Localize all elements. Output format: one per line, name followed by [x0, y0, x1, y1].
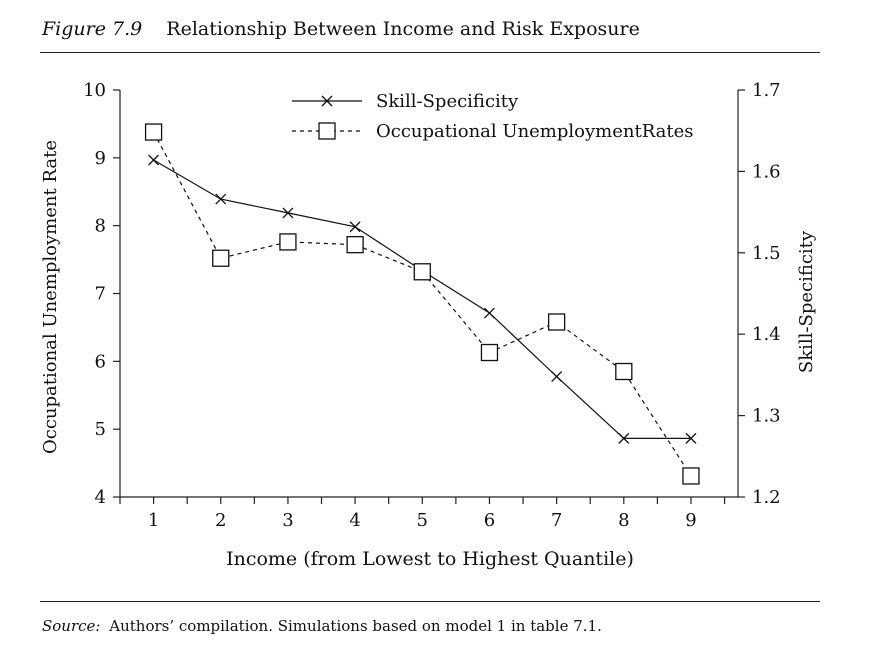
skill-specificity-point [215, 193, 227, 205]
y-right-tick-label: 1.3 [752, 406, 781, 427]
x-marker-stroke [685, 432, 697, 444]
x-marker-stroke [282, 207, 294, 219]
skill-specificity-line [153, 159, 691, 439]
bottom-rule [40, 601, 820, 602]
legend: Skill-Specificity Occupational Unemployme… [292, 91, 694, 142]
top-rule [40, 52, 820, 53]
unemployment-rate-point [682, 467, 700, 485]
y-right-tick-label: 1.7 [752, 80, 781, 101]
x-axis-label: Income (from Lowest to Highest Quantile) [226, 548, 634, 570]
skill-specificity-point [618, 432, 630, 444]
unemployment-rate-point [144, 123, 163, 141]
x-marker-stroke [349, 221, 361, 233]
unemployment-rate-point [346, 236, 364, 254]
unemployment-rate-point [480, 343, 499, 362]
skill-specificity-point [483, 307, 495, 319]
x-tick-label: 4 [349, 510, 360, 531]
skill-specificity-point [148, 154, 160, 166]
x-tick-label: 9 [685, 510, 696, 531]
unemployment-rate-point [547, 313, 566, 331]
legend-x-marker [321, 95, 333, 107]
x-tick-label: 2 [215, 510, 226, 531]
figure-header: Figure 7.9 Relationship Between Income a… [42, 18, 640, 40]
x-marker-stroke [148, 154, 160, 166]
y-right-tick-label: 1.2 [752, 487, 781, 508]
x-tick-label: 3 [282, 510, 293, 531]
y-left-tick-label: 10 [83, 80, 106, 101]
x-tick-label: 5 [417, 510, 428, 531]
y-axis-left-label: Occupational Unemployment Rate [40, 140, 61, 454]
figure-label: Figure 7.9 [42, 18, 143, 40]
y-right-tick-label: 1.5 [752, 243, 781, 264]
y-left-tick-label: 9 [95, 148, 106, 169]
legend-label: Occupational UnemploymentRates [376, 121, 694, 142]
unemployment-rate-point [615, 362, 633, 381]
figure-title: Relationship Between Income and Risk Exp… [166, 18, 640, 40]
series [144, 123, 700, 485]
x-tick-label: 6 [484, 510, 495, 531]
x-tick-label: 1 [148, 510, 159, 531]
x-marker-stroke [321, 95, 333, 107]
unemployment-rate-point [413, 263, 431, 281]
x-marker-stroke [618, 432, 630, 444]
source-note: Source: Authors’ compilation. Simulation… [42, 617, 602, 635]
y-right-tick-label: 1.6 [752, 161, 781, 182]
source-label: Source: [42, 617, 101, 635]
x-marker-stroke [215, 193, 227, 205]
y-axis-right-label: Skill-Specificity [796, 230, 817, 373]
y-left-tick-label: 5 [95, 419, 106, 440]
unemployment-rate-point [212, 249, 230, 267]
x-tick-label: 8 [618, 510, 629, 531]
x-marker-stroke [483, 307, 495, 319]
legend-square-marker [318, 122, 336, 140]
source-text: Authors’ compilation. Simulations based … [109, 617, 602, 635]
axes: 4 5 6 7 8 9 10 1.2 1.3 1.4 1.5 1.6 1.7 1 2 3 4 5 6 7 8 9 [83, 80, 781, 531]
legend-label: Skill-Specificity [376, 91, 519, 112]
skill-specificity-point [685, 432, 697, 444]
unemployment-rate-line [153, 131, 692, 477]
y-left-tick-label: 7 [95, 284, 106, 305]
y-left-tick-label: 6 [95, 351, 106, 372]
x-tick-label: 7 [551, 510, 562, 531]
y-left-tick-label: 8 [95, 216, 106, 237]
y-left-tick-label: 4 [95, 487, 106, 508]
skill-specificity-point [551, 371, 563, 382]
skill-specificity-point [349, 221, 361, 233]
x-marker-stroke [551, 371, 563, 382]
y-right-tick-label: 1.4 [752, 324, 781, 345]
unemployment-rate-point [279, 233, 297, 251]
skill-specificity-point [282, 207, 294, 219]
